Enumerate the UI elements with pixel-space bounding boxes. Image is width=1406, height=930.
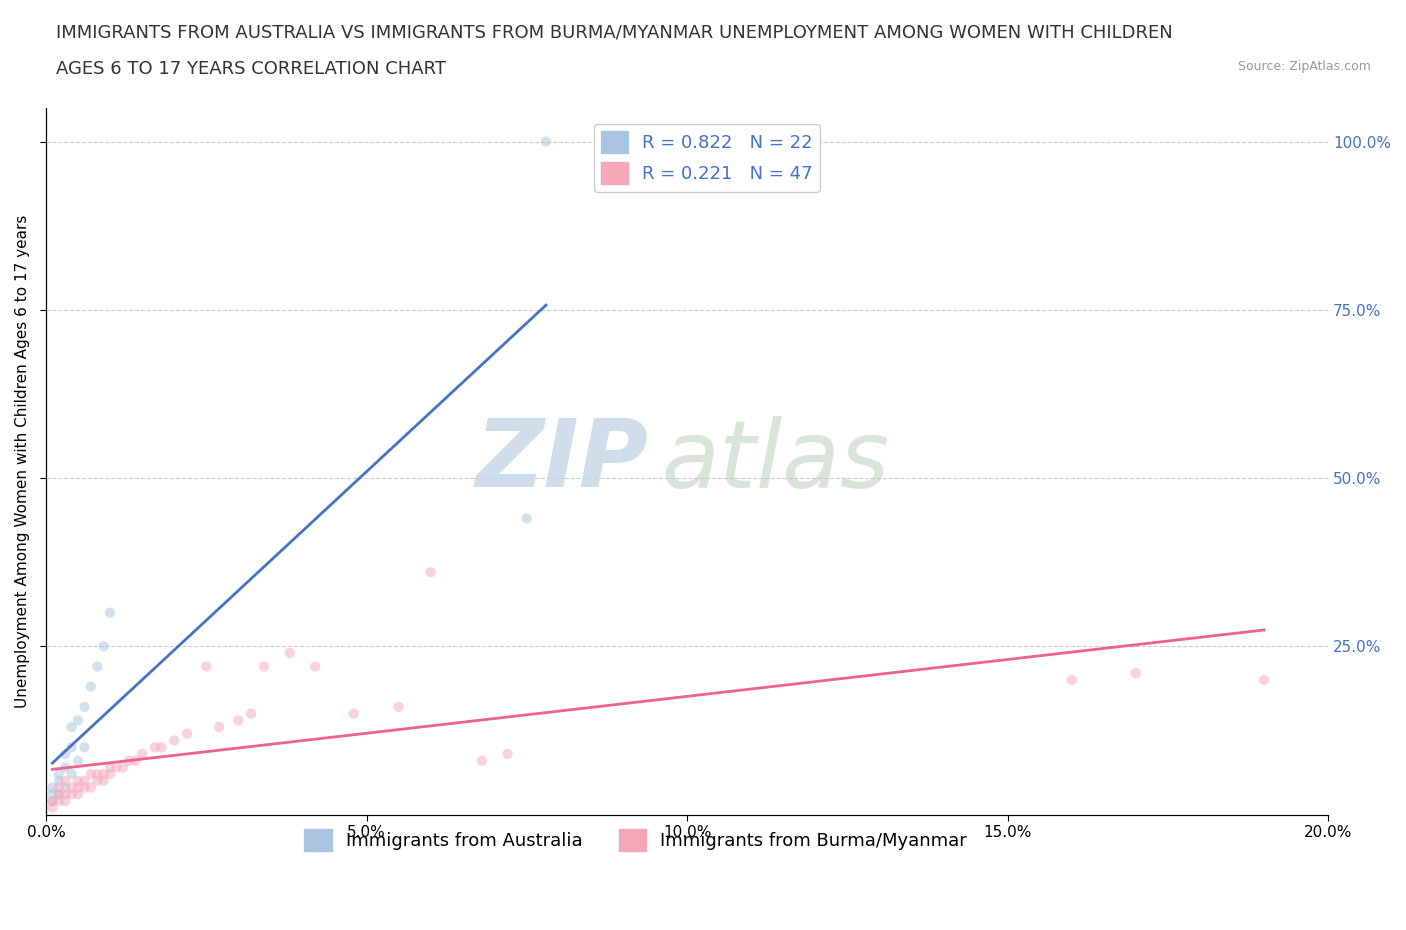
- Point: [53, 747, 76, 762]
- Point: [208, 720, 231, 735]
- Point: [240, 706, 263, 721]
- Point: [387, 699, 409, 714]
- Point: [304, 659, 326, 674]
- Text: atlas: atlas: [661, 416, 890, 507]
- Point: [143, 739, 166, 754]
- Point: [41, 793, 63, 808]
- Point: [53, 787, 76, 802]
- Text: IMMIGRANTS FROM AUSTRALIA VS IMMIGRANTS FROM BURMA/MYANMAR UNEMPLOYMENT AMONG WO: IMMIGRANTS FROM AUSTRALIA VS IMMIGRANTS …: [56, 23, 1173, 41]
- Point: [73, 780, 96, 795]
- Point: [73, 699, 96, 714]
- Point: [118, 753, 141, 768]
- Point: [86, 659, 108, 674]
- Y-axis label: Unemployment Among Women with Children Ages 6 to 17 years: Unemployment Among Women with Children A…: [15, 215, 30, 708]
- Point: [496, 747, 519, 762]
- Point: [111, 760, 134, 775]
- Point: [93, 774, 115, 789]
- Point: [48, 774, 70, 789]
- Point: [80, 766, 103, 781]
- Point: [53, 760, 76, 775]
- Point: [53, 774, 76, 789]
- Point: [66, 753, 89, 768]
- Point: [93, 639, 115, 654]
- Point: [105, 760, 128, 775]
- Point: [41, 801, 63, 816]
- Point: [93, 766, 115, 781]
- Point: [48, 787, 70, 802]
- Point: [86, 766, 108, 781]
- Point: [60, 780, 83, 795]
- Point: [163, 733, 186, 748]
- Point: [60, 766, 83, 781]
- Point: [419, 565, 441, 579]
- Point: [66, 713, 89, 728]
- Point: [48, 787, 70, 802]
- Point: [1253, 672, 1275, 687]
- Point: [66, 780, 89, 795]
- Point: [1125, 666, 1147, 681]
- Point: [278, 645, 301, 660]
- Point: [343, 706, 366, 721]
- Point: [41, 787, 63, 802]
- Point: [1060, 672, 1083, 687]
- Point: [98, 766, 121, 781]
- Legend: Immigrants from Australia, Immigrants from Burma/Myanmar: Immigrants from Australia, Immigrants fr…: [297, 822, 974, 858]
- Point: [226, 713, 249, 728]
- Point: [125, 753, 148, 768]
- Text: AGES 6 TO 17 YEARS CORRELATION CHART: AGES 6 TO 17 YEARS CORRELATION CHART: [56, 60, 446, 78]
- Point: [66, 787, 89, 802]
- Point: [48, 793, 70, 808]
- Point: [98, 760, 121, 775]
- Point: [60, 739, 83, 754]
- Point: [53, 780, 76, 795]
- Point: [73, 774, 96, 789]
- Point: [253, 659, 276, 674]
- Point: [60, 787, 83, 802]
- Point: [176, 726, 198, 741]
- Point: [80, 780, 103, 795]
- Point: [60, 720, 83, 735]
- Point: [41, 780, 63, 795]
- Point: [195, 659, 218, 674]
- Point: [48, 766, 70, 781]
- Point: [80, 679, 103, 694]
- Text: Source: ZipAtlas.com: Source: ZipAtlas.com: [1237, 60, 1371, 73]
- Point: [53, 793, 76, 808]
- Point: [48, 780, 70, 795]
- Point: [98, 605, 121, 620]
- Point: [150, 739, 173, 754]
- Point: [534, 134, 557, 149]
- Point: [66, 774, 89, 789]
- Point: [86, 774, 108, 789]
- Point: [131, 747, 153, 762]
- Point: [41, 793, 63, 808]
- Text: ZIP: ZIP: [475, 416, 648, 507]
- Point: [516, 511, 538, 525]
- Point: [471, 753, 494, 768]
- Point: [73, 739, 96, 754]
